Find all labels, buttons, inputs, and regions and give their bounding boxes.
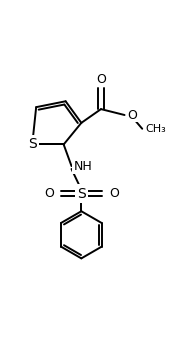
Text: S: S [77,187,86,201]
Text: CH₃: CH₃ [145,124,166,134]
Text: NH: NH [74,159,92,173]
Text: O: O [44,187,54,200]
Text: O: O [128,108,137,121]
Text: S: S [28,137,37,151]
Text: O: O [109,187,119,200]
Text: O: O [96,72,106,86]
